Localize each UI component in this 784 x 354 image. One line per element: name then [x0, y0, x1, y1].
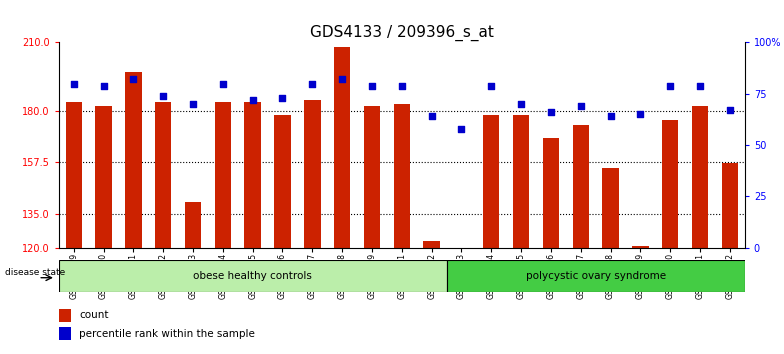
- Bar: [447, 260, 745, 292]
- Bar: [691, 106, 708, 248]
- Point: [365, 83, 378, 88]
- Bar: [543, 138, 559, 248]
- Bar: [215, 102, 231, 248]
- Bar: [185, 202, 201, 248]
- Bar: [59, 260, 447, 292]
- Point: [97, 83, 110, 88]
- Bar: [423, 241, 440, 248]
- Point: [545, 109, 557, 115]
- Point: [157, 93, 169, 99]
- Point: [694, 83, 706, 88]
- Bar: [394, 104, 410, 248]
- Point: [67, 81, 80, 86]
- Bar: [96, 106, 112, 248]
- Bar: [602, 168, 619, 248]
- Bar: [334, 47, 350, 248]
- Bar: [245, 102, 261, 248]
- Bar: [483, 115, 499, 248]
- Point: [127, 76, 140, 82]
- Point: [306, 81, 318, 86]
- Bar: [572, 125, 589, 248]
- Bar: [274, 115, 291, 248]
- Point: [664, 83, 677, 88]
- Point: [395, 83, 408, 88]
- Bar: [155, 102, 172, 248]
- Text: disease state: disease state: [5, 268, 65, 278]
- Text: polycystic ovary syndrome: polycystic ovary syndrome: [525, 271, 666, 281]
- Bar: [125, 72, 142, 248]
- Bar: [59, 309, 71, 321]
- Point: [724, 107, 736, 113]
- Point: [456, 126, 468, 132]
- Bar: [513, 115, 529, 248]
- Bar: [66, 102, 82, 248]
- Text: percentile rank within the sample: percentile rank within the sample: [79, 329, 256, 338]
- Point: [515, 101, 528, 107]
- Title: GDS4133 / 209396_s_at: GDS4133 / 209396_s_at: [310, 25, 494, 41]
- Point: [276, 95, 289, 101]
- Point: [426, 114, 438, 119]
- Bar: [662, 120, 678, 248]
- Point: [575, 103, 587, 109]
- Bar: [364, 106, 380, 248]
- Text: count: count: [79, 310, 109, 320]
- Point: [246, 97, 259, 103]
- Text: obese healthy controls: obese healthy controls: [193, 271, 312, 281]
- Point: [187, 101, 199, 107]
- Point: [336, 76, 348, 82]
- Bar: [304, 99, 321, 248]
- Point: [604, 114, 617, 119]
- Bar: [59, 327, 71, 340]
- Point: [485, 83, 498, 88]
- Point: [216, 81, 229, 86]
- Point: [634, 112, 647, 117]
- Bar: [632, 246, 648, 248]
- Bar: [722, 164, 738, 248]
